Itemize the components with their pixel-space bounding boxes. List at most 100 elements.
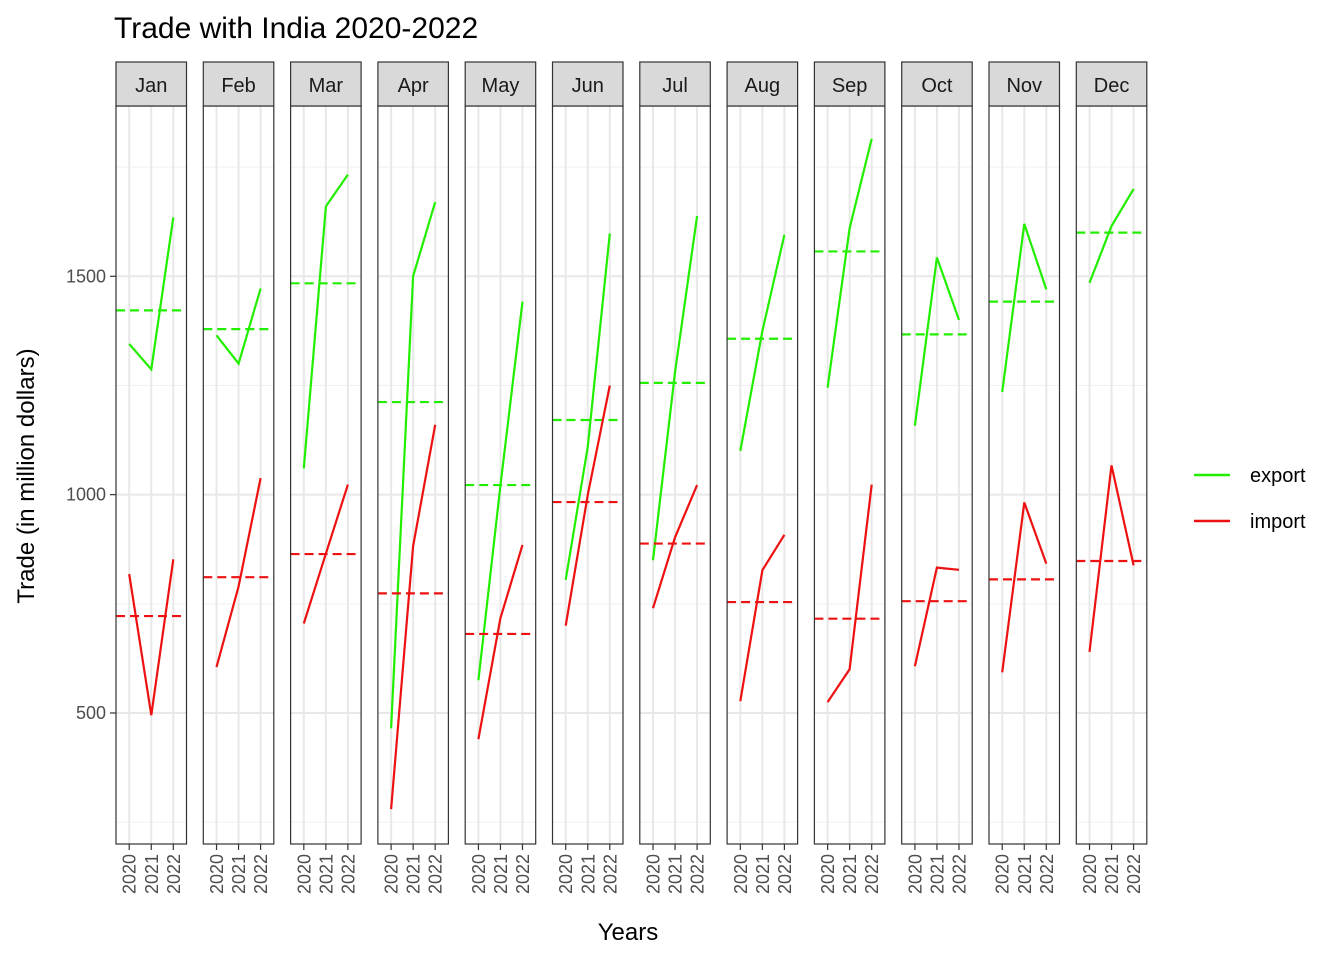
- x-tick-label: 2022: [775, 854, 795, 894]
- x-tick-label: 2021: [578, 854, 598, 894]
- import-line: [477, 544, 524, 740]
- x-tick-label: 2022: [862, 854, 882, 894]
- x-tick-label: 2021: [316, 854, 336, 894]
- facet-label: Nov: [1006, 75, 1042, 97]
- legend: export import: [1194, 465, 1306, 533]
- facet-panel-feb: Feb 2020 2021 2022: [202, 61, 275, 894]
- facet-strip: [988, 61, 1061, 107]
- facet-label: Sep: [832, 75, 868, 97]
- y-axis-title: Trade (in million dollars): [13, 348, 40, 603]
- facet-label: Feb: [221, 75, 255, 97]
- export-line: [826, 138, 873, 388]
- facet-strip: [464, 61, 537, 107]
- x-tick-label: 2020: [382, 854, 402, 894]
- x-tick-label: 2022: [513, 854, 533, 894]
- legend-label: export: [1250, 465, 1306, 487]
- facet-strip: [726, 61, 799, 107]
- x-tick-label: 2020: [993, 854, 1013, 894]
- facet-strip: [1075, 61, 1148, 107]
- import-line: [739, 534, 786, 702]
- facet-panel-mar: Mar 2020 2021 2022: [290, 61, 362, 894]
- facet-strip: [377, 61, 449, 107]
- facet-panel-apr: Apr 2020 2021 2022: [377, 61, 449, 894]
- import-line: [215, 477, 262, 668]
- legend-label: import: [1250, 511, 1306, 533]
- x-tick-label: 2022: [949, 854, 969, 894]
- facet-label: Mar: [309, 75, 344, 97]
- x-tick-label: 2022: [338, 854, 358, 894]
- x-tick-label: 2021: [229, 854, 249, 894]
- y-tick-label: 1000: [66, 485, 106, 505]
- x-tick-label: 2021: [927, 854, 947, 894]
- export-line: [651, 215, 699, 561]
- x-tick-label: 2021: [404, 854, 424, 894]
- facet-strip: [813, 61, 886, 107]
- facet-label: Aug: [745, 75, 781, 97]
- export-line: [739, 234, 786, 452]
- import-line: [826, 484, 873, 703]
- facet-panel-jan: Jan 2020 2021 2022: [115, 61, 188, 894]
- x-tick-label: 2022: [688, 854, 708, 894]
- facet-label: May: [482, 75, 520, 97]
- x-tick-label: 2020: [556, 854, 576, 894]
- facet-label: Dec: [1094, 75, 1130, 97]
- import-line: [651, 484, 699, 609]
- y-tick-label: 1500: [66, 266, 106, 286]
- legend-item-import: import: [1194, 511, 1306, 533]
- x-tick-label: 2020: [207, 854, 227, 894]
- x-tick-label: 2022: [426, 854, 446, 894]
- x-tick-label: 2020: [905, 854, 925, 894]
- import-line: [1088, 465, 1135, 653]
- facet-label: Jun: [572, 75, 604, 97]
- x-tick-label: 2021: [1015, 854, 1035, 894]
- y-tick-label: 500: [76, 703, 106, 723]
- x-tick-label: 2022: [164, 854, 184, 894]
- x-tick-label: 2022: [600, 854, 620, 894]
- facet-strip: [639, 61, 711, 107]
- facet-panel-aug: Aug 2020 2021 2022: [726, 61, 799, 894]
- x-tick-label: 2020: [644, 854, 664, 894]
- export-line: [1001, 223, 1048, 393]
- x-tick-label: 2021: [666, 854, 686, 894]
- x-tick-label: 2021: [753, 854, 773, 894]
- import-line: [390, 424, 437, 810]
- facet-strip: [901, 61, 973, 107]
- legend-item-export: export: [1194, 465, 1306, 487]
- facet-panel-may: May 2020 2021 2022: [464, 61, 537, 894]
- import-line: [564, 385, 611, 626]
- facet-label: Oct: [921, 75, 953, 97]
- export-line: [302, 173, 349, 469]
- x-tick-label: 2022: [1124, 854, 1144, 894]
- facet-strip: [202, 61, 275, 107]
- facet-panel-nov: Nov 2020 2021 2022: [988, 61, 1061, 894]
- import-line: [913, 566, 960, 667]
- chart-title: Trade with India 2020-2022: [114, 12, 478, 45]
- facet-label: Jul: [662, 75, 688, 97]
- facet-label: Jan: [135, 75, 167, 97]
- x-tick-label: 2021: [840, 854, 860, 894]
- import-line: [128, 559, 175, 716]
- export-line: [913, 257, 961, 426]
- import-line: [1001, 502, 1048, 673]
- export-line: [215, 288, 262, 366]
- export-line: [1088, 188, 1135, 284]
- export-line: [128, 217, 175, 372]
- x-tick-label: 2020: [1080, 854, 1100, 894]
- x-tick-label: 2020: [294, 854, 314, 894]
- facet-label: Apr: [398, 75, 429, 97]
- facet-panel-oct: Oct 2020 2021 2022: [901, 61, 973, 894]
- x-tick-label: 2020: [120, 854, 140, 894]
- x-tick-label: 2021: [142, 854, 162, 894]
- x-tick-label: 2020: [818, 854, 838, 894]
- facet-strip: [115, 61, 188, 107]
- x-tick-label: 2020: [469, 854, 489, 894]
- x-tick-label: 2020: [731, 854, 751, 894]
- facet-panel-dec: Dec 2020 2021 2022: [1075, 61, 1148, 894]
- x-tick-label: 2021: [491, 854, 511, 894]
- x-tick-label: 2022: [251, 854, 271, 894]
- facet-panel-jun: Jun 2020 2021 2022: [551, 61, 624, 894]
- facet-strip: [290, 61, 362, 107]
- facet-strip: [551, 61, 624, 107]
